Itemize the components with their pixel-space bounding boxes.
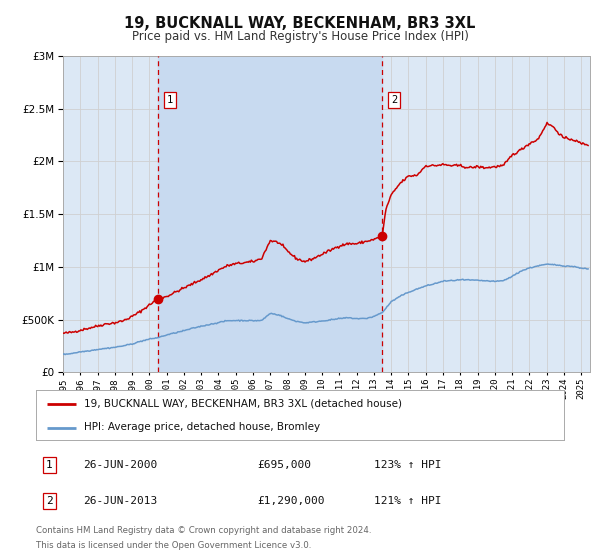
Text: Contains HM Land Registry data © Crown copyright and database right 2024.: Contains HM Land Registry data © Crown c… bbox=[36, 526, 371, 535]
Text: 19, BUCKNALL WAY, BECKENHAM, BR3 3XL (detached house): 19, BUCKNALL WAY, BECKENHAM, BR3 3XL (de… bbox=[83, 399, 401, 409]
Text: 26-JUN-2000: 26-JUN-2000 bbox=[83, 460, 158, 470]
Text: HPI: Average price, detached house, Bromley: HPI: Average price, detached house, Brom… bbox=[83, 422, 320, 432]
Bar bbox=[158, 56, 382, 372]
Text: £1,290,000: £1,290,000 bbox=[258, 496, 325, 506]
Text: 2: 2 bbox=[391, 95, 397, 105]
Text: 19, BUCKNALL WAY, BECKENHAM, BR3 3XL: 19, BUCKNALL WAY, BECKENHAM, BR3 3XL bbox=[124, 16, 476, 31]
Text: 1: 1 bbox=[167, 95, 173, 105]
Text: 26-JUN-2013: 26-JUN-2013 bbox=[83, 496, 158, 506]
Text: 121% ↑ HPI: 121% ↑ HPI bbox=[374, 496, 442, 506]
Text: This data is licensed under the Open Government Licence v3.0.: This data is licensed under the Open Gov… bbox=[36, 541, 311, 550]
Text: Price paid vs. HM Land Registry's House Price Index (HPI): Price paid vs. HM Land Registry's House … bbox=[131, 30, 469, 43]
Text: £695,000: £695,000 bbox=[258, 460, 312, 470]
Text: 123% ↑ HPI: 123% ↑ HPI bbox=[374, 460, 442, 470]
Text: 1: 1 bbox=[46, 460, 53, 470]
Text: 2: 2 bbox=[46, 496, 53, 506]
